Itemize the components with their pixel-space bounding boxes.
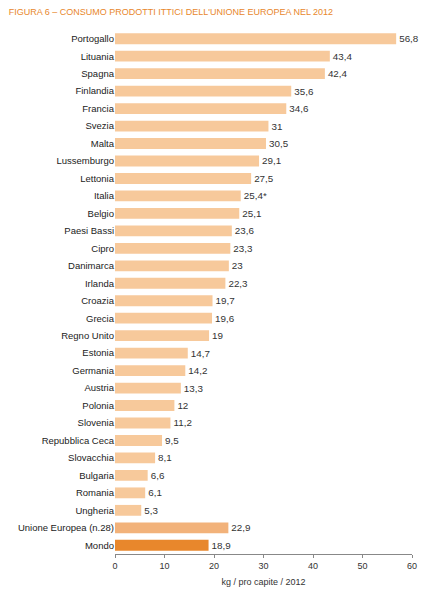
svg-text:14,7: 14,7 — [191, 348, 210, 359]
svg-text:Belgio: Belgio — [88, 208, 114, 219]
svg-text:Germania: Germania — [72, 365, 114, 376]
svg-text:Irlanda: Irlanda — [85, 278, 115, 289]
svg-text:56,8: 56,8 — [399, 33, 419, 44]
svg-text:Lituania: Lituania — [81, 51, 115, 62]
svg-text:Lettonia: Lettonia — [80, 173, 115, 184]
svg-text:Cipro: Cipro — [91, 243, 114, 254]
svg-text:22,9: 22,9 — [231, 522, 250, 533]
svg-text:9,5: 9,5 — [165, 435, 179, 446]
svg-text:Italia: Italia — [94, 190, 115, 201]
svg-text:5,3: 5,3 — [144, 505, 158, 516]
svg-text:Malta: Malta — [91, 138, 115, 149]
svg-text:Mondo: Mondo — [85, 540, 114, 551]
svg-text:19: 19 — [212, 330, 223, 341]
svg-text:25,1: 25,1 — [242, 208, 261, 219]
svg-text:8,1: 8,1 — [158, 452, 172, 463]
svg-text:50: 50 — [357, 561, 367, 571]
svg-text:10: 10 — [159, 561, 169, 571]
svg-text:Lussemburgo: Lussemburgo — [56, 155, 114, 166]
svg-text:31: 31 — [271, 121, 282, 132]
svg-text:20: 20 — [209, 561, 219, 571]
svg-text:6,6: 6,6 — [151, 470, 165, 481]
svg-text:23: 23 — [232, 260, 243, 271]
svg-text:kg / pro capite / 2012: kg / pro capite / 2012 — [221, 577, 305, 587]
svg-text:Slovenia: Slovenia — [78, 417, 115, 428]
svg-text:34,6: 34,6 — [289, 103, 309, 114]
svg-text:14,2: 14,2 — [188, 365, 207, 376]
svg-text:Portogallo: Portogallo — [71, 33, 114, 44]
svg-text:13,3: 13,3 — [184, 383, 204, 394]
svg-text:12: 12 — [177, 400, 188, 411]
svg-text:Francia: Francia — [82, 103, 114, 114]
svg-text:0: 0 — [112, 561, 117, 571]
svg-text:Repubblica Ceca: Repubblica Ceca — [42, 435, 115, 446]
svg-text:Bulgaria: Bulgaria — [79, 470, 115, 481]
svg-text:35,6: 35,6 — [294, 86, 314, 97]
svg-text:60: 60 — [407, 561, 417, 571]
svg-text:6,1: 6,1 — [148, 487, 162, 498]
svg-text:Svezia: Svezia — [85, 120, 114, 131]
svg-text:Estonia: Estonia — [82, 347, 114, 358]
svg-text:Spagna: Spagna — [81, 68, 114, 79]
svg-text:Slovacchia: Slovacchia — [68, 452, 115, 463]
svg-text:23,3: 23,3 — [233, 243, 253, 254]
svg-text:42,4: 42,4 — [328, 68, 348, 79]
svg-text:29,1: 29,1 — [262, 155, 281, 166]
svg-text:27,5: 27,5 — [254, 173, 274, 184]
svg-text:18,9: 18,9 — [212, 540, 231, 551]
svg-text:19,6: 19,6 — [215, 313, 235, 324]
svg-text:30: 30 — [258, 561, 268, 571]
svg-text:40: 40 — [308, 561, 318, 571]
svg-text:43,4: 43,4 — [333, 51, 353, 62]
svg-text:Romania: Romania — [76, 487, 115, 498]
svg-text:Austria: Austria — [84, 382, 114, 393]
svg-text:19,7: 19,7 — [216, 295, 235, 306]
svg-text:Unione Europea (n.28): Unione Europea (n.28) — [18, 522, 114, 533]
svg-text:Grecia: Grecia — [86, 313, 115, 324]
svg-text:Ungheria: Ungheria — [75, 505, 114, 516]
svg-text:Danimarca: Danimarca — [68, 260, 115, 271]
svg-text:Polonia: Polonia — [82, 400, 114, 411]
svg-text:Paesi Bassi: Paesi Bassi — [64, 225, 114, 236]
svg-text:30,5: 30,5 — [269, 138, 289, 149]
svg-text:Croazia: Croazia — [81, 295, 114, 306]
svg-text:11,2: 11,2 — [173, 417, 191, 428]
svg-text:FIGURA 6 – CONSUMO PRODOTTI IT: FIGURA 6 – CONSUMO PRODOTTI ITTICI DELL'… — [9, 7, 333, 17]
svg-text:23,6: 23,6 — [235, 225, 255, 236]
svg-text:22,3: 22,3 — [228, 278, 248, 289]
svg-text:25,4*: 25,4* — [244, 190, 267, 201]
svg-text:Finlandia: Finlandia — [75, 85, 114, 96]
svg-text:Regno Unito: Regno Unito — [61, 330, 114, 341]
